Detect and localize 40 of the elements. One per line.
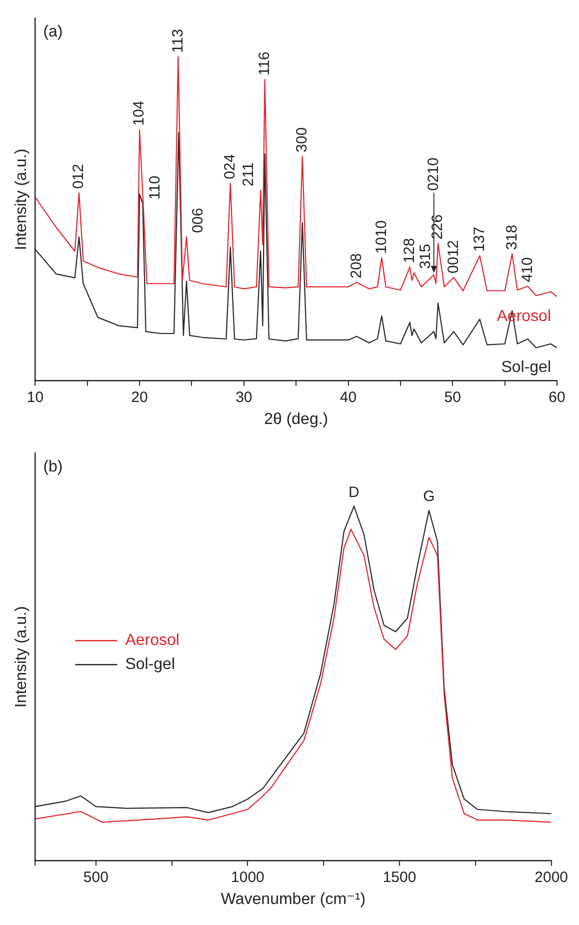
annotation: 1010 <box>372 220 390 254</box>
text: (a) <box>43 23 63 40</box>
annotation: D <box>348 484 360 501</box>
annotation: 104 <box>130 100 148 126</box>
x-tick-label: 50 <box>444 388 461 406</box>
annotation: 024 <box>221 154 238 180</box>
y-axis-title: Intensity (a.u.) <box>13 148 30 250</box>
annotation: 300 <box>294 127 310 152</box>
annotation: 116 <box>256 52 273 76</box>
annotation: 110 <box>146 176 164 200</box>
annotation: 226 <box>429 214 446 240</box>
x-tick-label: 500 <box>83 868 108 886</box>
annotation: 211 <box>240 162 257 186</box>
x-tick-label: 20 <box>131 388 148 406</box>
annotation: 410 <box>518 257 536 282</box>
x-tick-label: 40 <box>340 388 357 406</box>
x-tick-label: 10 <box>26 388 44 406</box>
annotation: 318 <box>503 224 520 250</box>
annotation: 208 <box>348 253 365 278</box>
annotation: 006 <box>190 208 207 233</box>
annotation: 315 <box>417 244 434 269</box>
annotation: 113 <box>169 28 186 53</box>
x-tick-label: 2000 <box>534 868 568 886</box>
x-tick-label: 1000 <box>231 868 264 886</box>
annotation: 128 <box>400 238 418 264</box>
annotation: 0012 <box>444 240 462 274</box>
text: (b) <box>43 458 63 476</box>
annotation: G <box>423 488 435 506</box>
x-axis-title: 2θ (deg.) <box>264 410 328 428</box>
x-tick-label: 60 <box>548 388 566 406</box>
x-tick-label: 30 <box>236 388 252 406</box>
y-axis-title: Intensity (a.u.) <box>13 606 30 708</box>
series-label: Sol-gel <box>501 359 551 376</box>
x-axis-title: Wavenumber (cm⁻¹) <box>220 890 366 908</box>
legend-label: Sol-gel <box>125 656 176 673</box>
annotation: 012 <box>70 164 88 189</box>
annotation: 137 <box>470 226 488 252</box>
annotation: 0210 <box>424 158 442 191</box>
x-tick-label: 1500 <box>382 868 416 886</box>
legend-label: Aerosol <box>125 632 180 649</box>
